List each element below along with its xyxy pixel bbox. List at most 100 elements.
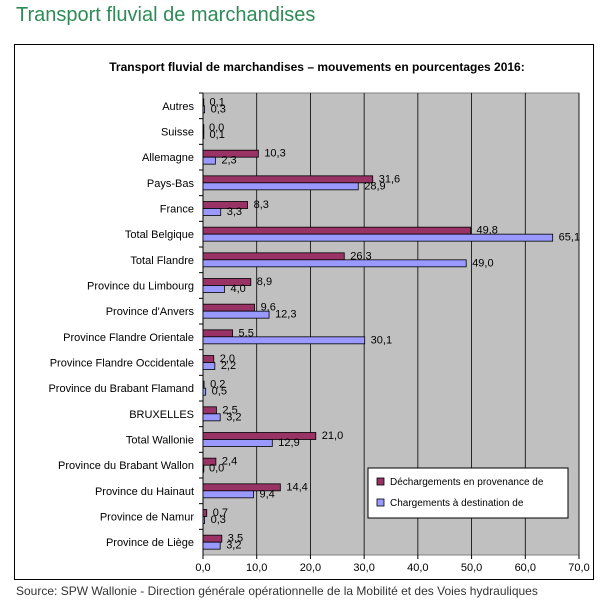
source-note: Source: SPW Wallonie - Direction général… (16, 584, 538, 598)
bar-chargements (202, 105, 206, 114)
bar-dechargements (202, 406, 217, 415)
category-label: Allemagne (142, 152, 194, 164)
data-label: 0,0 (209, 122, 224, 134)
data-label: 8,9 (257, 276, 272, 288)
data-label: 0,0 (209, 463, 224, 475)
data-label: 65,1 (559, 232, 580, 244)
category-label: Total Flandre (130, 255, 194, 267)
data-label: 3,2 (226, 411, 241, 423)
data-label: 2,2 (221, 360, 236, 372)
legend-label-dechargements: Déchargements en provenance de (390, 477, 544, 488)
data-label: 2,5 (222, 404, 237, 416)
data-label: 5,5 (239, 327, 254, 339)
bar-dechargements (202, 226, 471, 235)
data-label: 9,6 (261, 302, 276, 314)
data-label: 31,6 (379, 173, 400, 185)
legend: Déchargements en provenance de Chargemen… (367, 467, 569, 519)
category-label: Province du Brabant Wallon (58, 460, 194, 472)
bar-dechargements (202, 509, 208, 517)
data-label: 14,4 (286, 481, 307, 493)
category-label: Province du Hainaut (95, 486, 194, 498)
bar-dechargements (202, 380, 205, 389)
category-label: Province Flandre Orientale (63, 332, 194, 344)
bar-dechargements (202, 175, 374, 184)
x-tick-label: 60,0 (515, 562, 536, 574)
category-label: Province de Namur (100, 512, 194, 524)
x-tick-label: 0,0 (195, 562, 210, 574)
legend-label-chargements: Chargements à destination de (390, 498, 524, 509)
bar-dechargements (202, 278, 252, 286)
data-label: 49,0 (472, 257, 493, 269)
data-label: 8,3 (254, 199, 269, 211)
bar-chargements (202, 259, 467, 268)
data-label: 0,5 (212, 386, 227, 398)
data-label: 0,1 (210, 96, 225, 108)
bar-dechargements (202, 457, 217, 466)
category-label: Total Wallonie (126, 435, 194, 447)
legend-box (367, 467, 569, 519)
data-label: 26,3 (350, 250, 371, 262)
x-tick-label: 70,0 (568, 562, 589, 574)
bar-chargements (202, 541, 221, 550)
data-label: 21,0 (322, 430, 343, 442)
data-label: 0,3 (211, 103, 226, 115)
bar-dechargements (202, 355, 215, 363)
page-title: Transport fluvial de marchandises (16, 4, 316, 26)
data-label: 0,2 (210, 379, 225, 391)
bar-chargements (202, 387, 207, 396)
data-label: 4,0 (230, 283, 245, 295)
data-label: 0,1 (210, 129, 225, 141)
data-label: 0,7 (213, 507, 228, 519)
bar-dechargements (202, 252, 345, 261)
legend-swatch-chargements (376, 498, 385, 507)
data-label: 9,4 (259, 488, 274, 500)
data-label: 3,3 (227, 206, 242, 218)
category-label: BRUXELLES (129, 409, 194, 421)
bar-chargements (202, 285, 225, 293)
category-label: Province de Liège (106, 537, 194, 549)
category-label: Pays-Bas (147, 178, 195, 190)
x-axis-ticks: 0,0 10,0 20,0 30,0 40,0 50,0 60,0 70,0 (195, 555, 590, 574)
chart-title: Transport fluvial de marchandises – mouv… (109, 60, 524, 74)
category-label: Suisse (161, 127, 194, 139)
x-tick-label: 30,0 (353, 562, 374, 574)
bar-chargements (202, 182, 359, 191)
category-label: Province du Limbourg (87, 281, 194, 293)
bar-chargements (202, 131, 205, 139)
category-label: Province d'Anvers (106, 306, 195, 318)
bar-chargements (202, 413, 221, 422)
data-label: 49,8 (476, 225, 497, 237)
bar-chargements (202, 336, 366, 345)
x-tick-label: 50,0 (461, 562, 482, 574)
legend-swatch-dechargements (376, 477, 385, 486)
data-label: 3,5 (228, 533, 243, 545)
data-label: 0,3 (211, 514, 226, 526)
category-label: Autres (162, 101, 194, 113)
bar-dechargements (202, 149, 259, 158)
data-label: 30,1 (371, 334, 392, 346)
x-tick-label: 10,0 (246, 562, 267, 574)
bar-dechargements (202, 124, 205, 132)
bar-dechargements (202, 98, 205, 107)
category-labels: Autres Suisse Allemagne Pays-Bas France Total… (48, 92, 203, 549)
bar-chargements (202, 233, 554, 242)
data-label: 3,2 (226, 540, 241, 552)
category-label: Province du Brabant Flamand (48, 383, 194, 395)
bar-chargements (202, 516, 206, 524)
bar-dechargements (202, 201, 248, 209)
category-label: Total Belgique (125, 229, 194, 241)
x-tick-label: 20,0 (300, 562, 321, 574)
bar-chargements (202, 208, 222, 216)
data-label: 2,0 (220, 353, 235, 365)
bar-chargements (202, 156, 216, 165)
bar-chargements (202, 362, 216, 370)
bar-chargements (202, 439, 273, 447)
data-label: 12,3 (275, 309, 296, 321)
data-label: 2,3 (221, 155, 236, 167)
bar-chargements (202, 310, 270, 319)
data-label: 12,9 (278, 437, 299, 449)
category-label: France (160, 204, 194, 216)
bars: 0,10,30,00,110,32,331,628,98,33,349,865,… (202, 96, 580, 552)
data-label: 10,3 (264, 148, 285, 160)
